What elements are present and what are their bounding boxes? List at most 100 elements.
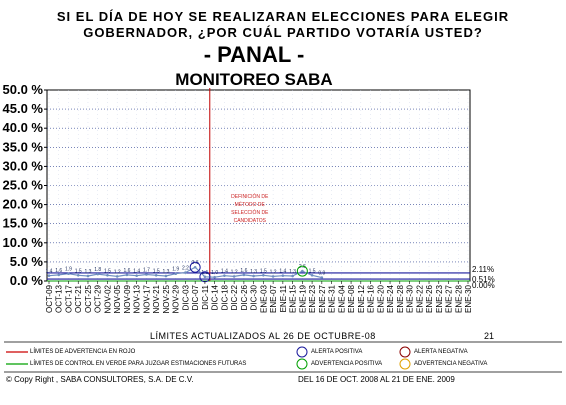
data-label: 1.7 [143,268,150,274]
data-point [281,274,285,277]
data-label: 1.9 [65,267,72,273]
x-tick-label: ENE-22 [415,284,424,313]
data-point [242,273,246,277]
x-tick-label: DIC-07 [191,284,200,310]
data-label: 1.4 [221,269,228,275]
x-tick-label: DIC-18 [220,284,229,310]
data-point [86,274,90,278]
data-label: 1.3 [289,269,296,275]
data-point [310,273,314,277]
x-tick-label: ENE-26 [425,284,434,313]
data-label: 2.2 [182,266,189,272]
y-tick-label: 10.0 % [3,235,44,250]
reference-line-label: 2.11% [472,265,494,274]
data-point [57,273,61,277]
data-label: 1.2 [231,269,238,275]
data-label: 1.4 [46,269,53,275]
data-point [125,273,129,277]
data-point [115,275,119,278]
data-label: 1.9 [172,267,179,273]
x-tick-label: ENE-07 [269,284,278,313]
chart-subtitle: MONITOREO SABA [175,70,333,89]
data-point [223,274,226,277]
x-tick-label: ENE-27 [445,284,454,313]
data-point [271,275,275,278]
x-tick-label: DIC-30 [250,284,259,310]
x-tick-label: OCT-29 [94,284,103,313]
data-label: 1.5 [260,268,267,274]
x-tick-label: ENE-28 [396,284,405,313]
x-tick-label: NOV-17 [142,284,151,313]
x-tick-label: ENE-12 [357,284,366,313]
x-tick-label: OCT-09 [45,284,54,313]
data-label: 0.9 [318,271,325,277]
x-tick-label: DIC-11 [201,284,210,309]
alert-marker [189,261,201,273]
x-tick-label: ENE-31 [328,284,337,313]
data-label: 1.5 [309,268,316,274]
data-point [154,273,158,277]
period: DEL 16 DE OCT. 2008 AL 21 DE ENE. 2009 [298,375,455,384]
legend-green-line-label: LÍMITES DE CONTROL EN VERDE PARA JUZGAR … [30,361,247,367]
data-label: 1.5 [104,268,111,274]
y-tick-label: 35.0 % [3,139,44,154]
event-marker-label: MÉTODO DE [235,201,266,208]
data-point [232,275,236,278]
data-point [320,276,324,279]
data-label: 1.4 [133,269,140,275]
x-tick-label: DIC-14 [211,284,220,310]
x-tick-label: NOV-05 [113,284,122,313]
data-label: 1.2 [270,269,277,275]
reference-line-label: 0.00% [472,281,495,290]
data-label: 3.6 [192,260,199,266]
data-label: 1.5 [153,268,160,274]
x-tick-label: NOV-21 [152,284,161,313]
data-point [262,273,265,277]
x-tick-label: NOV-13 [133,284,142,313]
x-tick-label: ENE-15 [289,284,298,313]
x-tick-label: DIC-03 [181,284,190,310]
data-point [184,271,187,274]
x-tick-label: ENE-11 [279,284,288,312]
y-tick-label: 25.0 % [3,178,44,193]
legend-alert-positive-label: ALERTA POSITIVA [311,349,363,355]
legend-warning-negative-label: ADVERTENCIA NEGATIVA [414,361,488,367]
alert-marker [296,265,308,277]
data-point [47,274,51,277]
y-tick-label: 30.0 % [3,158,44,173]
x-tick-label: DIC-22 [230,284,239,310]
question-line-2: GOBERNADOR, ¿POR CUÁL PARTIDO VOTARÍA US… [83,25,483,40]
data-point [76,273,80,277]
x-tick-label: ENE-23 [308,284,317,313]
data-point [291,274,294,278]
y-tick-label: 20.0 % [3,197,44,212]
event-marker-label: CANDIDATOS [234,218,267,224]
event-marker-label: DEFINICIÓN DE [231,193,269,200]
x-tick-label: NOV-02 [103,284,112,313]
y-tick-label: 45.0 % [3,101,44,116]
x-tick-label: ENE-24 [386,284,395,313]
data-label: 1.3 [85,269,92,275]
event-marker-label: SELECCIÓN DE [231,209,269,216]
data-label: 1.8 [94,267,101,273]
limits-note: LÍMITES ACTUALIZADOS AL 26 DE OCTUBRE-08 [150,331,376,341]
legend-warning-positive-label: ADVERTENCIA POSITIVA [311,361,383,367]
data-label: 1.3 [250,269,257,275]
data-label: 1.6 [55,268,62,274]
data-point [164,274,168,278]
legend-alert-negative-label: ALERTA NEGATIVA [414,349,468,355]
x-tick-label: ENE-27 [318,284,327,313]
x-tick-label: NOV-25 [162,284,171,313]
x-tick-label: ENE-08 [347,284,356,313]
x-tick-label: ENE-28 [454,284,463,313]
y-tick-label: 5.0 % [10,254,44,269]
data-label: 1.3 [162,269,169,275]
x-tick-label: NOV-09 [123,284,132,313]
data-label: 1.4 [279,269,286,275]
x-tick-label: OCT-17 [64,284,73,313]
x-tick-label: ENE-20 [376,284,385,313]
x-tick-label: OCT-25 [84,284,93,313]
data-point [193,265,197,269]
data-point [106,273,109,277]
chart-title: - PANAL - [203,42,305,67]
